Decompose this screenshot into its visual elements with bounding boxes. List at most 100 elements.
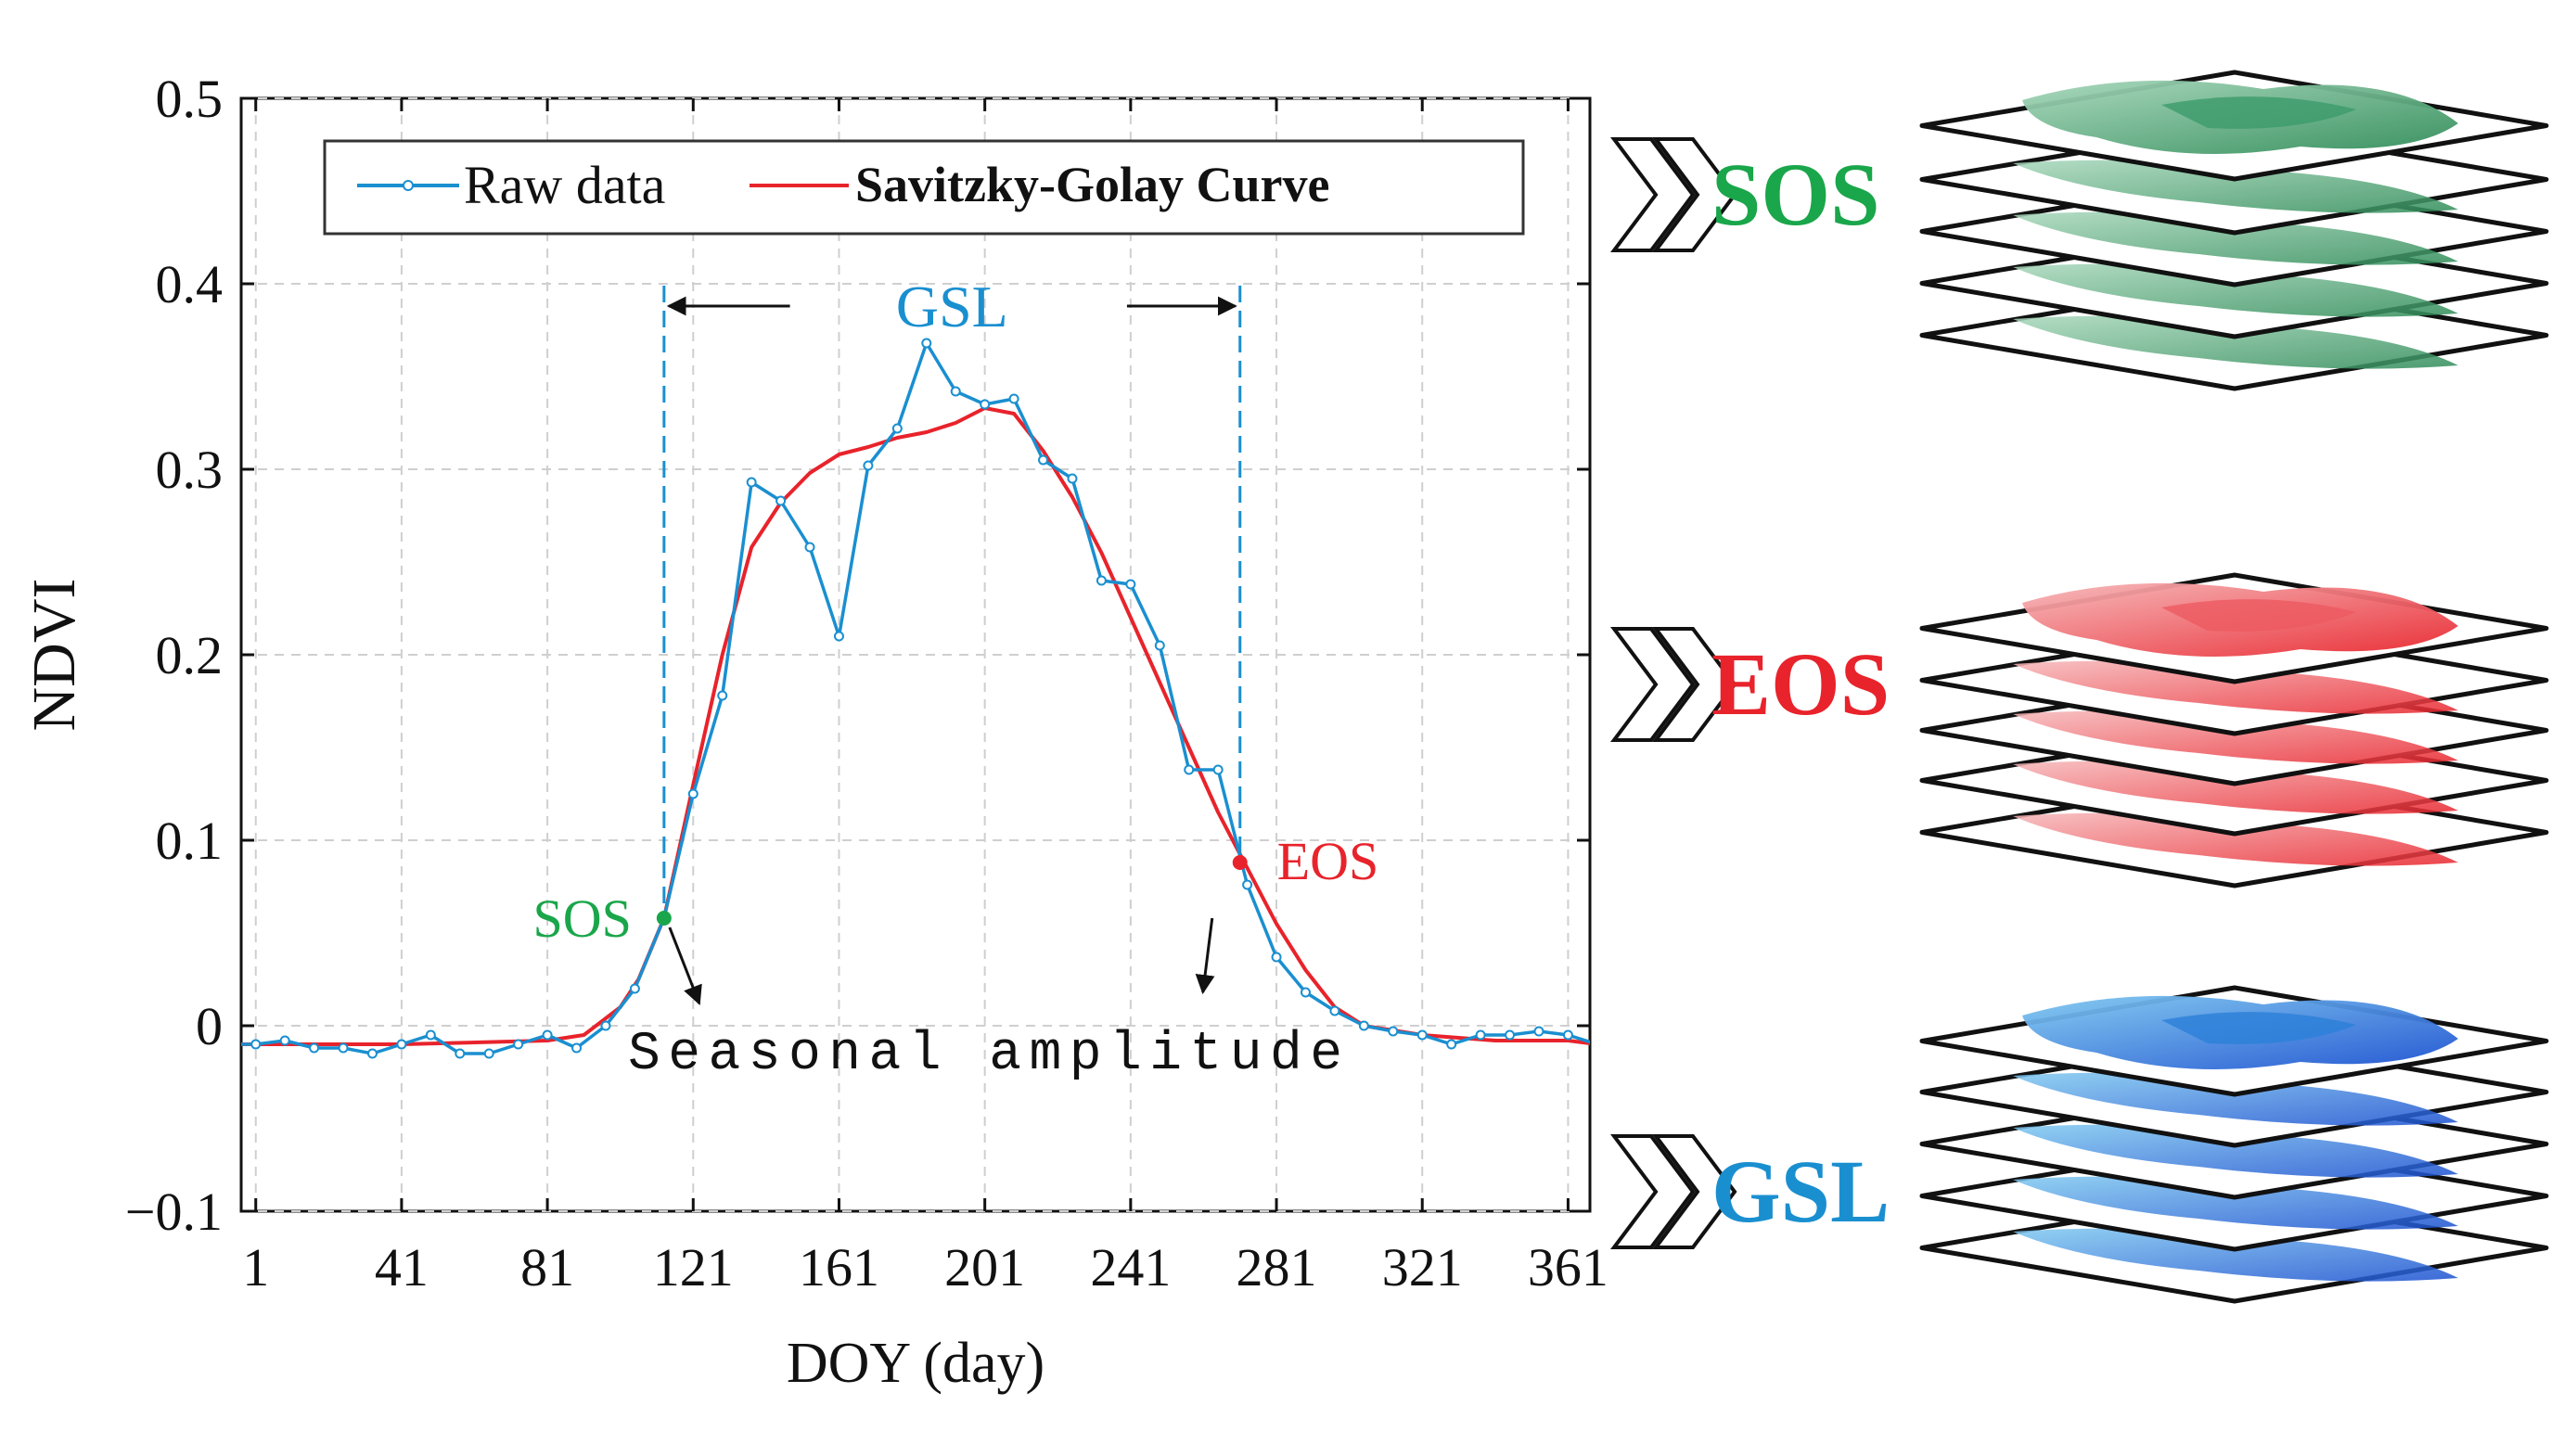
raw-data-point bbox=[338, 1042, 349, 1054]
raw-data-point bbox=[1096, 575, 1107, 586]
chevron-icon bbox=[1652, 137, 1737, 252]
chevron-icon bbox=[1610, 137, 1696, 252]
map-region bbox=[2013, 263, 2458, 317]
map-region bbox=[2013, 211, 2458, 265]
raw-data-point bbox=[1212, 764, 1224, 775]
y-tick-label: 0.4 bbox=[156, 254, 224, 314]
y-axis-label: NDVI bbox=[20, 579, 88, 732]
side-label-sos: SOS bbox=[1711, 145, 1879, 244]
raw-data-point bbox=[804, 542, 815, 553]
raw-data-point bbox=[542, 1029, 553, 1041]
raw-data-point bbox=[1184, 764, 1195, 775]
raw-data-point bbox=[1008, 393, 1019, 404]
raw-data-point bbox=[600, 1020, 611, 1031]
legend-box bbox=[323, 139, 1525, 236]
raw-data-point bbox=[1358, 1020, 1369, 1031]
x-axis-label: DOY (day) bbox=[787, 1332, 1044, 1395]
map-region bbox=[2013, 1228, 2458, 1282]
side-panel: SOS EOS GSL bbox=[1610, 70, 2549, 1304]
raw-data-point bbox=[775, 495, 787, 506]
amplitude-arrow-right bbox=[1195, 917, 1215, 995]
raw-data-point bbox=[309, 1042, 320, 1054]
raw-data-point bbox=[1475, 1029, 1486, 1041]
raw-data-point bbox=[1388, 1026, 1399, 1037]
raw-data-point bbox=[513, 1039, 524, 1050]
x-tick-label: 241 bbox=[1090, 1237, 1171, 1297]
raw-data-point bbox=[1505, 1029, 1516, 1041]
sos-label: SOS bbox=[532, 888, 631, 949]
map-region bbox=[2013, 812, 2458, 866]
map-region bbox=[2013, 1072, 2458, 1126]
sos-point bbox=[656, 911, 672, 926]
y-tick-label: 0.2 bbox=[156, 625, 224, 685]
x-tick-label: 81 bbox=[520, 1237, 574, 1297]
raw-data-point bbox=[950, 386, 961, 397]
x-tick-label: 201 bbox=[944, 1237, 1025, 1297]
map-region bbox=[2013, 710, 2458, 764]
x-tick-label: 321 bbox=[1382, 1237, 1463, 1297]
side-label-eos: EOS bbox=[1711, 634, 1890, 734]
raw-data-point bbox=[717, 690, 728, 701]
chevron-icon bbox=[1652, 627, 1737, 742]
map-region bbox=[2013, 660, 2458, 714]
raw-data-point bbox=[1242, 879, 1253, 890]
legend-raw-marker bbox=[403, 180, 414, 191]
chevron-icon bbox=[1652, 1134, 1737, 1249]
amplitude-arrow-left bbox=[668, 926, 702, 1005]
chevron-icon bbox=[1610, 1134, 1696, 1249]
legend-sg-label: Savitzky-Golay Curve bbox=[855, 157, 1329, 212]
raw-data-point bbox=[250, 1039, 262, 1050]
eos-label: EOS bbox=[1277, 831, 1379, 891]
map-region-core bbox=[2161, 1012, 2356, 1044]
raw-data-point bbox=[1271, 952, 1282, 963]
x-tick-label: 121 bbox=[653, 1237, 734, 1297]
y-tick-label: 0.1 bbox=[156, 811, 224, 871]
raw-data-point bbox=[1562, 1029, 1573, 1041]
x-tick-label: 161 bbox=[799, 1237, 879, 1297]
gsl-label: GSL bbox=[896, 274, 1008, 339]
raw-data-point bbox=[279, 1035, 290, 1046]
raw-data-point bbox=[483, 1048, 494, 1059]
raw-data-point bbox=[396, 1039, 407, 1050]
y-tick-label: 0.5 bbox=[156, 69, 224, 129]
chevron-icon bbox=[1610, 627, 1696, 742]
legend: Raw data Savitzky-Golay Curve bbox=[323, 139, 1525, 236]
raw-data-point bbox=[1446, 1039, 1457, 1050]
raw-data-point bbox=[687, 788, 698, 799]
x-tick-label: 361 bbox=[1528, 1237, 1608, 1297]
side-label-gsl: GSL bbox=[1711, 1142, 1890, 1241]
grid bbox=[241, 97, 1590, 1212]
raw-data-point bbox=[1300, 987, 1311, 998]
series-markers bbox=[250, 338, 1573, 1059]
raw-data-point bbox=[366, 1048, 378, 1059]
plot-area: 1 41 81 121 161 201 241 281 321 361 −0.1 0 0.1 0.2 0.3… bbox=[125, 69, 1608, 1297]
raw-data-point bbox=[1533, 1026, 1544, 1037]
raw-data-point bbox=[425, 1029, 436, 1041]
raw-data-point bbox=[891, 423, 903, 434]
raw-data-point bbox=[455, 1048, 466, 1059]
y-tick-label: 0 bbox=[196, 996, 223, 1056]
map-region bbox=[2013, 1124, 2458, 1178]
x-tick-label: 281 bbox=[1237, 1237, 1317, 1297]
legend-raw-label: Raw data bbox=[464, 155, 665, 215]
x-tick-label: 1 bbox=[242, 1237, 269, 1297]
map-region bbox=[2013, 315, 2458, 369]
raw-data-point bbox=[921, 338, 932, 349]
map-region-core bbox=[2161, 599, 2356, 632]
raw-data-point bbox=[746, 477, 757, 488]
raw-data-point bbox=[1416, 1029, 1428, 1041]
raw-data-point bbox=[629, 983, 640, 994]
raw-data-point bbox=[571, 1042, 583, 1054]
raw-data-point bbox=[863, 460, 874, 471]
raw-data-point bbox=[1067, 473, 1078, 484]
map-region bbox=[2013, 1176, 2458, 1230]
map-region-core bbox=[2161, 96, 2356, 129]
x-tick-label: 41 bbox=[375, 1237, 429, 1297]
raw-data-point bbox=[833, 631, 844, 642]
map-region bbox=[2013, 160, 2458, 213]
y-tick-label: −0.1 bbox=[125, 1182, 223, 1242]
raw-data-point bbox=[1154, 640, 1165, 651]
axis-labels: DOY (day) NDVI bbox=[20, 579, 1044, 1395]
map-region bbox=[2013, 760, 2458, 814]
